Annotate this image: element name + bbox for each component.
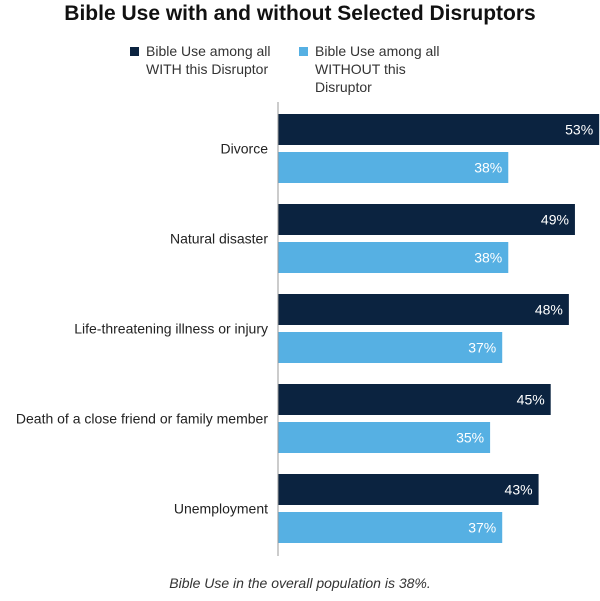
- data-label-without-divorce: 38%: [474, 160, 502, 176]
- data-label-without-death-of-a-close-friend-or-family-member: 35%: [456, 430, 484, 446]
- data-label-with-unemployment: 43%: [505, 482, 533, 498]
- category-label-unemployment: Unemployment: [174, 501, 268, 517]
- bar-without-life-threatening-illness-or-injury: [278, 332, 503, 363]
- bar-without-divorce: [278, 152, 509, 183]
- data-label-with-life-threatening-illness-or-injury: 48%: [535, 302, 563, 318]
- bar-with-unemployment: [278, 474, 539, 505]
- legend: Bible Use among all WITH this Disruptor …: [0, 42, 600, 95]
- category-label-divorce: Divorce: [221, 141, 269, 157]
- bar-without-unemployment: [278, 512, 503, 543]
- category-label-death-of-a-close-friend-or-family-member: Death of a close friend or family member: [16, 411, 268, 427]
- bar-with-natural-disaster: [278, 204, 575, 235]
- chart-title: Bible Use with and without Selected Disr…: [64, 2, 536, 25]
- legend-item-with: Bible Use among all WITH this Disruptor: [130, 42, 296, 78]
- bar-with-divorce: [278, 114, 600, 145]
- legend-label-with: Bible Use among all WITH this Disruptor: [146, 43, 271, 77]
- bar-with-death-of-a-close-friend-or-family-member: [278, 384, 551, 415]
- category-label-life-threatening-illness-or-injury: Life-threatening illness or injury: [74, 321, 268, 337]
- legend-swatch-without: [299, 47, 308, 56]
- data-label-without-unemployment: 37%: [468, 520, 496, 536]
- category-label-natural-disaster: Natural disaster: [170, 231, 268, 247]
- legend-item-without: Bible Use among all WITHOUT this Disrupt…: [299, 42, 465, 96]
- data-label-with-divorce: 53%: [565, 122, 593, 138]
- legend-swatch-with: [130, 47, 139, 56]
- bar-without-natural-disaster: [278, 242, 509, 273]
- bar-without-death-of-a-close-friend-or-family-member: [278, 422, 491, 453]
- legend-label-without: Bible Use among all WITHOUT this Disrupt…: [315, 43, 440, 95]
- data-label-with-death-of-a-close-friend-or-family-member: 45%: [517, 392, 545, 408]
- footnote: Bible Use in the overall population is 3…: [169, 575, 431, 591]
- bar-with-life-threatening-illness-or-injury: [278, 294, 569, 325]
- data-label-with-natural-disaster: 49%: [541, 212, 569, 228]
- data-label-without-life-threatening-illness-or-injury: 37%: [468, 340, 496, 356]
- data-label-without-natural-disaster: 38%: [474, 250, 502, 266]
